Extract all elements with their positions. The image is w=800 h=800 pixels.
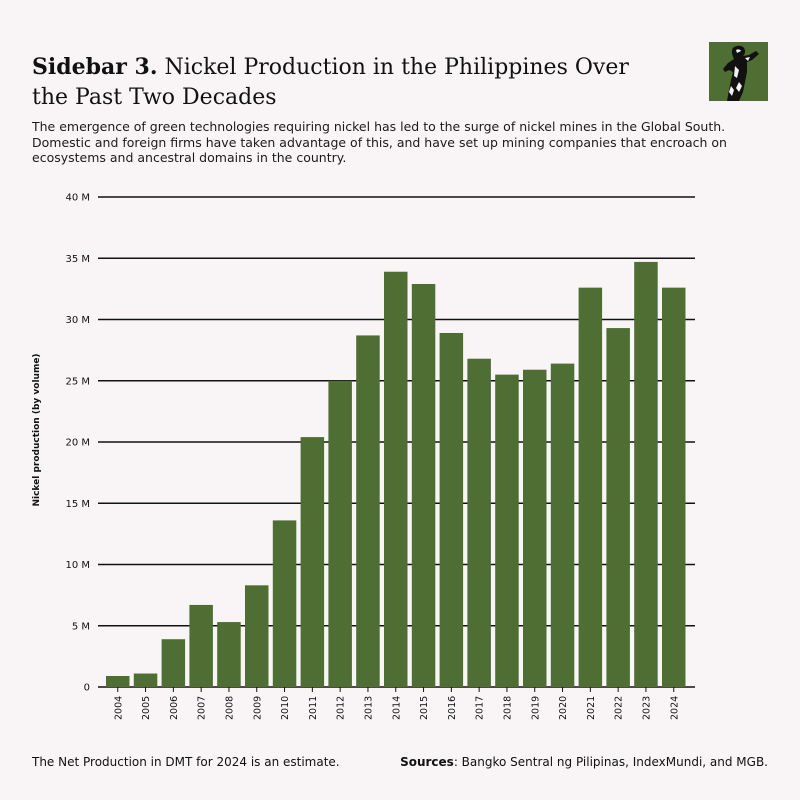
bar-2022	[606, 328, 630, 687]
bar-2020	[550, 363, 575, 687]
bar-2014	[384, 271, 408, 687]
x-tick-label: 2009	[252, 696, 263, 720]
statue-logo-icon	[709, 42, 768, 101]
bar-2012	[328, 380, 352, 687]
y-tick-label: 30 M	[65, 315, 90, 326]
y-tick-label: 15 M	[65, 499, 90, 510]
bar-2018	[495, 374, 519, 687]
y-tick-label: 35 M	[65, 254, 90, 265]
bar-2004	[106, 675, 130, 687]
sources: Sources: Bangko Sentral ng Pilipinas, In…	[400, 755, 768, 769]
bar-2019	[523, 369, 547, 687]
x-tick-label: 2018	[502, 696, 513, 720]
page-title: Sidebar 3. Nickel Production in the Phil…	[32, 52, 632, 113]
x-tick-label: 2021	[586, 696, 597, 720]
y-tick-label: 20 M	[65, 438, 90, 449]
y-tick-label: 5 M	[72, 621, 90, 632]
bar-2005	[133, 673, 158, 687]
bar-2006	[161, 639, 186, 687]
x-tick-label: 2004	[113, 696, 124, 720]
x-tick-label: 2014	[391, 696, 402, 720]
x-tick-label: 2013	[363, 696, 374, 720]
x-tick-label: 2011	[308, 696, 319, 720]
x-tick-label: 2006	[169, 696, 180, 720]
title-lead: Sidebar 3.	[32, 54, 158, 80]
chart-description: The emergence of green technologies requ…	[32, 119, 727, 165]
x-tick-label: 2010	[280, 696, 291, 720]
x-tick-label: 2007	[197, 696, 208, 720]
bar-2009	[245, 585, 269, 687]
bar-2008	[217, 622, 241, 687]
x-tick-label: 2015	[419, 696, 430, 720]
y-tick-label: 40 M	[65, 193, 90, 204]
x-tick-label: 2020	[558, 696, 569, 720]
x-tick-label: 2023	[641, 696, 652, 720]
x-tick-label: 2012	[336, 696, 347, 720]
x-tick-label: 2024	[669, 696, 680, 720]
footnote: The Net Production in DMT for 2024 is an…	[32, 755, 340, 769]
x-tick-labels: 2004 2005 2006 2007 2008 2009 2010 2011 2012 2013…	[113, 687, 680, 720]
sources-label: Sources	[400, 755, 454, 769]
y-tick-labels: 0 5 M 10 M 15 M 20 M 25 M 30 M 35 M 40 M	[65, 193, 90, 694]
bar-2010	[272, 520, 297, 687]
bar-2015	[411, 283, 436, 687]
bar-2007	[189, 604, 213, 687]
x-tick-label: 2022	[614, 696, 625, 720]
x-tick-label: 2008	[224, 696, 235, 720]
y-tick-label: 10 M	[65, 560, 90, 571]
x-tick-label: 2005	[141, 696, 152, 720]
x-tick-label: 2019	[530, 696, 541, 720]
bar-2011	[300, 437, 325, 687]
bar-2017	[467, 358, 491, 687]
bar-2024	[662, 287, 686, 687]
bar-2023	[634, 261, 658, 687]
bar-2021	[578, 287, 603, 687]
y-tick-label: 25 M	[65, 376, 90, 387]
y-tick-label: 0	[84, 683, 90, 694]
bar-2016	[439, 332, 464, 687]
bar-2013	[356, 335, 380, 687]
x-tick-label: 2016	[447, 696, 458, 720]
title-rest: Nickel Production in the Philippines Ove…	[32, 55, 629, 110]
sources-text: : Bangko Sentral ng Pilipinas, IndexMund…	[453, 755, 768, 769]
x-tick-label: 2017	[475, 696, 486, 720]
y-axis-label: Nickel production (by volume)	[32, 353, 42, 506]
bars	[106, 261, 686, 687]
